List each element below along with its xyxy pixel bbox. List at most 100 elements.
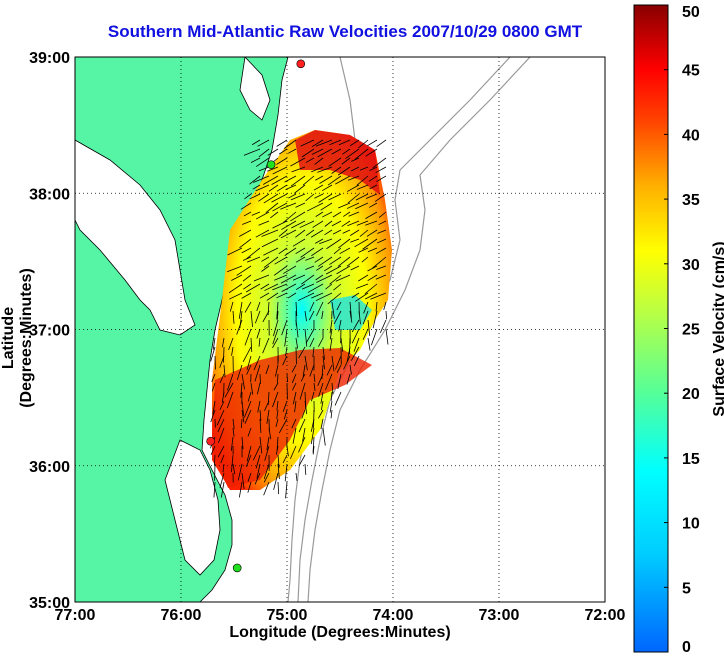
velocity-arrow (254, 364, 261, 382)
velocity-arrow (346, 202, 360, 209)
velocity-arrow (277, 454, 280, 468)
velocity-arrow (242, 274, 252, 282)
velocity-arrow (217, 418, 225, 433)
velocity-arrow (277, 481, 280, 495)
velocity-arrow (337, 256, 351, 267)
velocity-arrow (331, 301, 335, 319)
velocity-arrow (367, 265, 378, 272)
velocity-arrow (281, 220, 297, 230)
velocity-arrow (385, 310, 387, 320)
velocity-arrow (218, 427, 225, 443)
velocity-arrow (346, 373, 351, 385)
velocity-arrow (336, 301, 342, 311)
velocity-arrow (290, 445, 297, 460)
velocity-arrow (350, 238, 360, 243)
velocity-arrow (305, 328, 315, 344)
colorbar-tick-label: 30 (682, 257, 700, 274)
velocity-arrow (291, 364, 297, 373)
velocity-arrow (229, 292, 243, 300)
velocity-arrow (241, 400, 245, 416)
velocity-arrow (315, 274, 324, 281)
velocity-arrow (278, 148, 288, 155)
velocity-arrow (383, 301, 387, 310)
velocity-arrows (210, 139, 389, 499)
velocity-arrow (294, 400, 297, 413)
colorbar-tick-label: 25 (682, 322, 700, 339)
velocity-arrow (302, 364, 306, 377)
velocity-arrow (271, 175, 288, 185)
station-marker (232, 563, 242, 573)
velocity-arrow (244, 301, 252, 313)
velocity-arrow (331, 166, 342, 174)
velocity-arrow (295, 247, 306, 255)
velocity-arrow (379, 319, 387, 333)
velocity-arrow (276, 184, 288, 192)
velocity-arrow (245, 283, 261, 293)
velocity-arrow (365, 148, 378, 157)
colorbar-tick-label: 35 (682, 192, 700, 209)
velocity-arrow (277, 310, 279, 320)
velocity-arrow (250, 310, 253, 328)
velocity-arrow (307, 283, 324, 293)
velocity-arrow (343, 355, 351, 370)
y-tick-label: 35:00 (29, 595, 70, 612)
velocity-arrow (272, 166, 288, 175)
velocity-arrow (331, 382, 334, 395)
velocity-arrow (354, 148, 369, 160)
velocity-arrow (292, 274, 306, 281)
x-tick-label: 77:00 (55, 607, 96, 624)
velocity-arrow (281, 319, 288, 336)
velocity-arrow (358, 310, 361, 325)
velocity-arrow (337, 166, 351, 176)
velocity-arrow (263, 256, 279, 268)
velocity-arrow (313, 373, 316, 383)
velocity-arrow (317, 256, 333, 267)
velocity-arrow (349, 139, 360, 147)
velocity-arrow (318, 382, 324, 398)
velocity-arrow (311, 391, 315, 402)
velocity-arrow (312, 346, 315, 357)
velocity-arrow (311, 139, 324, 148)
velocity-arrow (262, 310, 270, 323)
velocity-arrow (247, 481, 252, 493)
velocity-arrow (349, 229, 360, 236)
velocity-arrow (316, 301, 324, 317)
velocity-arrow (220, 454, 225, 464)
velocity-arrow (246, 256, 261, 263)
velocity-arrow (362, 328, 369, 340)
velocity-arrow (230, 436, 234, 451)
velocity-arrow (258, 148, 270, 158)
velocity-arrow (305, 157, 315, 163)
velocity-arrow (250, 382, 254, 395)
velocity-arrow (301, 148, 315, 158)
velocity-arrow (251, 211, 261, 216)
velocity-arrow (266, 409, 270, 424)
velocity-arrow (290, 193, 306, 201)
y-tick-label: 37:00 (29, 323, 70, 340)
velocity-arrow (216, 409, 225, 426)
velocity-arrow (304, 328, 308, 347)
velocity-arrow (301, 409, 306, 419)
station-marker (206, 436, 215, 446)
velocity-arrow (254, 472, 261, 485)
colorbar-tick-label: 15 (682, 451, 700, 468)
velocity-arrow (375, 274, 387, 280)
velocity-arrow (302, 283, 315, 290)
velocity-arrow (263, 472, 270, 483)
velocity-arrow (238, 481, 243, 498)
velocity-arrow (353, 337, 360, 352)
velocity-arrow (243, 148, 261, 156)
velocity-arrow (371, 328, 378, 346)
velocity-arrow (324, 229, 333, 236)
velocity-arrow (237, 463, 243, 481)
velocity-arrow (256, 463, 261, 479)
velocity-arrow (329, 256, 342, 265)
velocity-arrow (300, 139, 315, 147)
velocity-arrow (280, 202, 297, 210)
velocity-arrow (256, 301, 261, 312)
velocity-arrow (261, 229, 279, 237)
y-tick-label: 36:00 (29, 459, 70, 476)
velocity-arrow (255, 229, 270, 238)
velocity-arrow (295, 337, 299, 349)
velocity-arrow (371, 256, 387, 269)
